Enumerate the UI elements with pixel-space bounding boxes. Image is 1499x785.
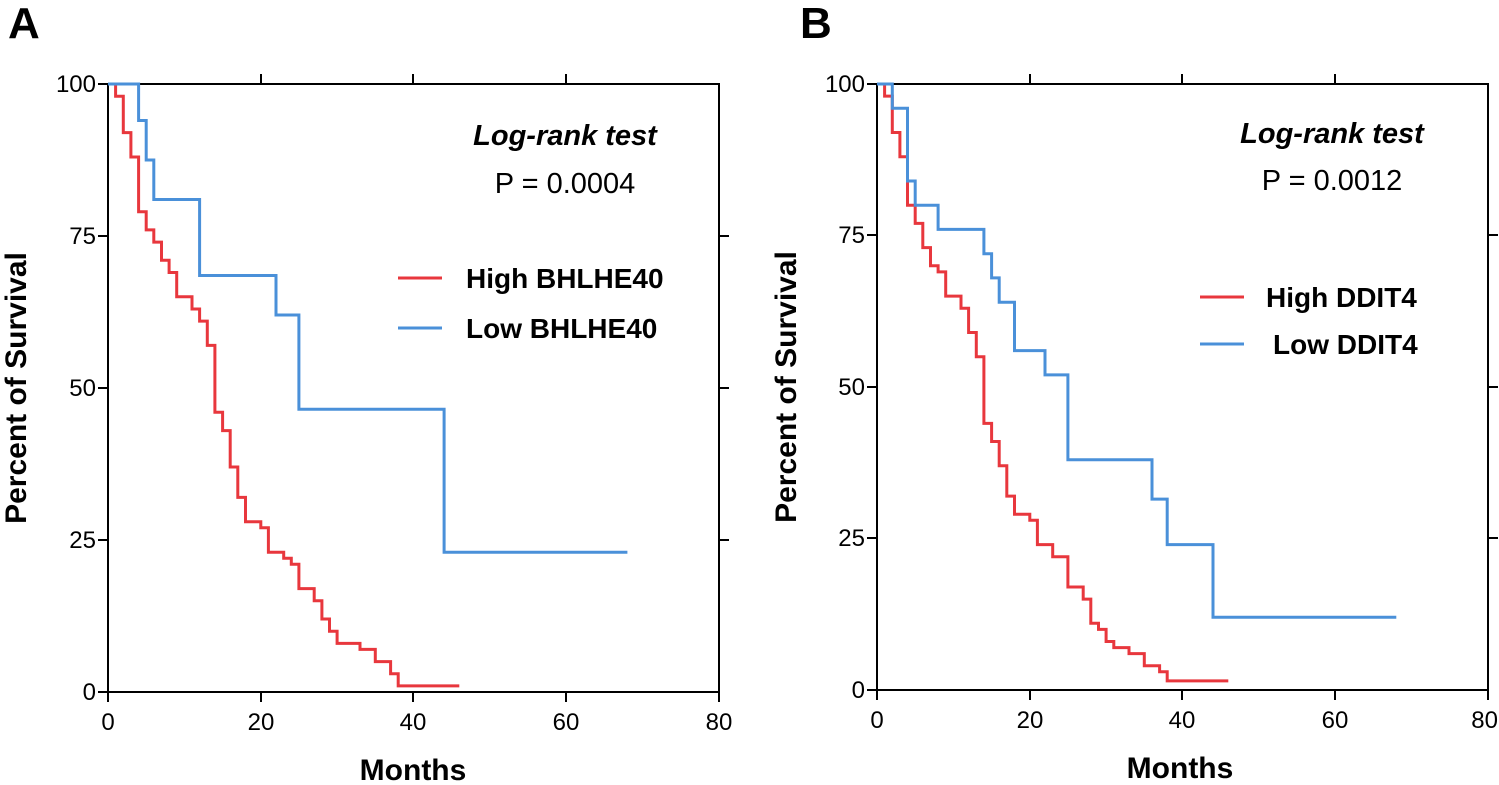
panel-b-letter: B <box>800 0 832 48</box>
panel-a-y-tick-label: 50 <box>69 375 96 402</box>
panel-b-y-tick-label: 75 <box>838 222 865 249</box>
panel-a-p-value: P = 0.0004 <box>495 168 636 200</box>
panel-b: B 0 25 50 75 100 0 <box>770 0 1498 785</box>
panel-a-x-tick-label: 60 <box>553 709 580 736</box>
panel-a: A 0 25 50 75 100 0 <box>0 0 732 785</box>
panel-a-series-high-bhlhe40-curve <box>108 82 460 688</box>
panel-a-x-tick-label: 40 <box>400 709 427 736</box>
panel-a-series-low-bhlhe40-curve <box>108 82 628 554</box>
panel-b-x-tick-label: 40 <box>1169 707 1196 734</box>
panel-b-legend-label-low: Low DDIT4 <box>1273 329 1418 360</box>
panel-a-y-tick-label: 25 <box>69 527 96 554</box>
panel-b-series-low-ddit4-curve <box>877 82 1397 619</box>
panel-a-x-axis-title: Months <box>360 754 467 785</box>
panel-a-stat-test-title: Log-rank test <box>473 120 658 152</box>
panel-a-y-axis-title: Percent of Survival <box>0 252 33 524</box>
panel-a-x-tick-label: 80 <box>706 709 733 736</box>
panel-b-y-tick-label: 25 <box>838 525 865 552</box>
panel-a-x-axis: 0 20 40 60 80 <box>101 74 732 736</box>
panel-a-x-tick-label: 0 <box>101 709 114 736</box>
panel-b-x-tick-label: 80 <box>1471 707 1498 734</box>
panel-b-x-tick-label: 60 <box>1322 707 1349 734</box>
panel-a-letter: A <box>8 0 40 48</box>
panel-a-y-tick-label: 100 <box>56 71 96 98</box>
panel-a-y-tick-label: 75 <box>69 223 96 250</box>
panel-b-x-tick-label: 20 <box>1017 707 1044 734</box>
panel-b-x-tick-label: 0 <box>870 707 883 734</box>
panel-b-y-tick-label: 50 <box>838 374 865 401</box>
panel-a-y-tick-label: 0 <box>83 679 96 706</box>
panel-b-legend-label-high: High DDIT4 <box>1266 282 1417 313</box>
panel-b-y-tick-label: 100 <box>825 71 865 98</box>
panel-a-legend-label-high: High BHLHE40 <box>466 263 664 294</box>
panel-b-y-tick-label: 0 <box>852 677 865 704</box>
panel-b-x-axis: 0 20 40 60 80 <box>870 74 1498 734</box>
panel-b-y-axis: 0 25 50 75 100 <box>825 71 1498 704</box>
panel-b-series-high-ddit4-curve <box>877 82 1229 683</box>
panel-a-legend: High BHLHE40 Low BHLHE40 <box>398 263 664 344</box>
panel-a-y-axis: 0 25 50 75 100 <box>56 71 729 706</box>
panel-b-p-value: P = 0.0012 <box>1262 165 1403 197</box>
panel-b-x-axis-title: Months <box>1127 752 1234 785</box>
panel-a-x-tick-label: 20 <box>248 709 275 736</box>
panel-b-y-axis-title: Percent of Survival <box>770 251 803 523</box>
panel-a-legend-label-low: Low BHLHE40 <box>466 313 657 344</box>
panel-b-stat-test-title: Log-rank test <box>1240 118 1425 150</box>
panel-b-legend: High DDIT4 Low DDIT4 <box>1200 282 1418 360</box>
